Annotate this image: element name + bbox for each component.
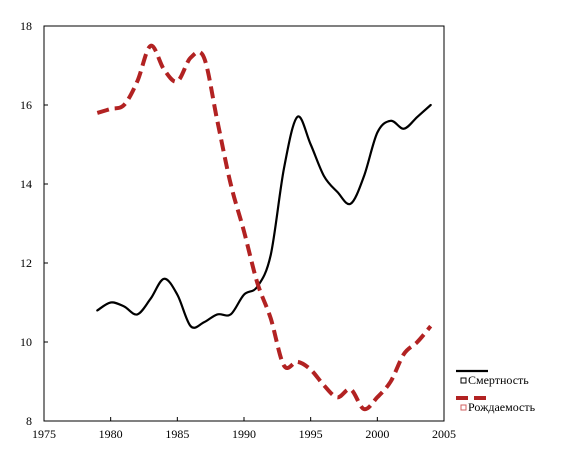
series-line-mortality <box>96 103 432 329</box>
y-tick-label: 18 <box>20 19 32 33</box>
series-layer <box>96 43 433 412</box>
x-tick-label: 2005 <box>432 427 456 441</box>
x-tick-label: 1985 <box>165 427 189 441</box>
legend-label: Рождаемость <box>468 400 536 414</box>
y-tick-label: 8 <box>26 414 32 428</box>
x-tick-label: 1980 <box>99 427 123 441</box>
plot-area <box>43 25 445 422</box>
y-tick-label: 12 <box>20 256 32 270</box>
legend-marker <box>460 377 467 384</box>
x-tick-label: 1995 <box>299 427 323 441</box>
y-tick-label: 10 <box>20 335 32 349</box>
y-tick-label: 16 <box>20 98 32 112</box>
y-axis: 8 10 12 14 16 18 <box>20 19 48 428</box>
x-tick-label: 2000 <box>365 427 389 441</box>
y-tick-label: 14 <box>20 177 32 191</box>
x-axis: 1975 1980 1985 1990 1995 2000 2005 <box>32 417 456 441</box>
series-line-birthrate <box>96 43 433 412</box>
legend: Смертность Рождаемость <box>456 369 536 414</box>
legend-marker <box>460 404 467 411</box>
legend-label: Смертность <box>468 373 529 387</box>
x-tick-label: 1990 <box>232 427 256 441</box>
x-tick-label: 1975 <box>32 427 56 441</box>
